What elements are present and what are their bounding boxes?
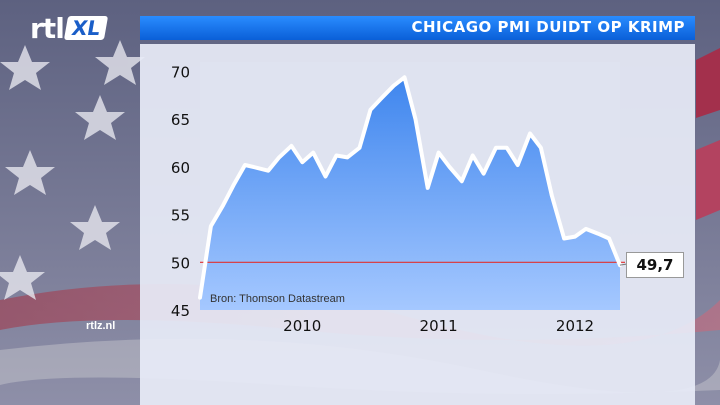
rtlxl-logo: rtl XL — [30, 11, 109, 45]
star-icon — [5, 150, 55, 195]
data-point — [346, 156, 348, 158]
data-point — [563, 237, 565, 239]
x-tick-label: 2010 — [283, 317, 321, 335]
data-point — [335, 154, 337, 156]
data-point — [222, 204, 224, 206]
data-point — [267, 170, 269, 172]
data-point — [256, 167, 258, 169]
data-point — [393, 85, 395, 87]
chart-title: CHICAGO PMI DUIDT OP KRIMP — [411, 18, 685, 36]
star-icon — [75, 95, 125, 140]
data-point — [199, 297, 201, 299]
x-tick-label: 2011 — [420, 317, 458, 335]
data-point — [529, 133, 531, 135]
star-icon — [95, 40, 145, 85]
data-point — [483, 173, 485, 175]
data-point — [461, 180, 463, 182]
y-tick-label: 65 — [171, 111, 190, 129]
data-point — [324, 175, 326, 177]
data-point — [597, 233, 599, 235]
data-point — [301, 161, 303, 163]
data-point — [540, 147, 542, 149]
data-point — [210, 225, 212, 227]
data-point — [438, 152, 440, 154]
data-point — [312, 152, 314, 154]
data-point — [449, 166, 451, 168]
series-area — [200, 77, 620, 310]
data-point — [427, 187, 429, 189]
data-point — [233, 183, 235, 185]
data-point — [495, 147, 497, 149]
data-point — [517, 164, 519, 166]
data-point — [369, 109, 371, 111]
data-point — [585, 228, 587, 230]
data-point — [380, 97, 382, 99]
data-point — [506, 147, 508, 149]
logo-rtl: rtl — [30, 11, 65, 45]
data-point — [574, 236, 576, 238]
title-bar: CHICAGO PMI DUIDT OP KRIMP — [140, 16, 695, 40]
data-point — [244, 164, 246, 166]
data-point — [359, 147, 361, 149]
y-tick-label: 55 — [171, 207, 190, 225]
data-point — [404, 76, 406, 78]
data-point — [414, 118, 416, 120]
y-tick-label: 45 — [171, 302, 190, 320]
star-icon — [0, 255, 45, 300]
data-point — [608, 237, 610, 239]
x-tick-label: 2012 — [556, 317, 594, 335]
data-point — [290, 145, 292, 147]
star-icon — [0, 45, 50, 90]
data-point — [551, 195, 553, 197]
series-line — [198, 75, 622, 300]
value-label-connector — [619, 263, 628, 266]
star-icon — [70, 205, 120, 250]
data-point — [472, 154, 474, 156]
source-note: Bron: Thomson Datastream — [210, 293, 345, 305]
data-point — [278, 156, 280, 158]
y-tick-label: 70 — [171, 64, 190, 82]
site-url: rtlz.nl — [86, 320, 116, 332]
y-tick-label: 60 — [171, 159, 190, 177]
y-tick-label: 50 — [171, 254, 190, 272]
last-value-label: 49,7 — [626, 252, 684, 278]
